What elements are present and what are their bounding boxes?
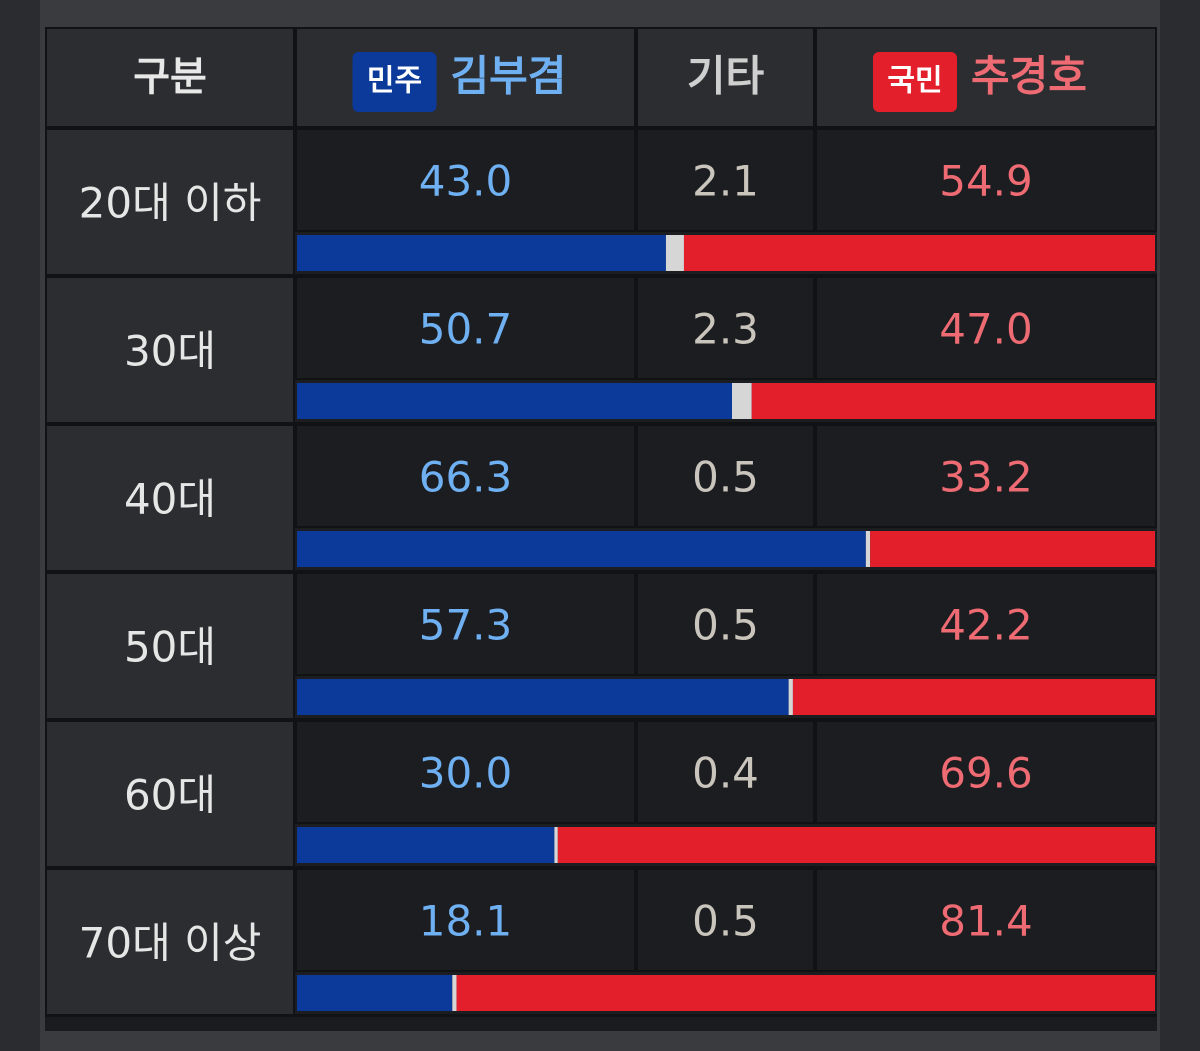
party-badge — [873, 52, 957, 112]
value-cell — [638, 870, 813, 970]
value-cell — [297, 870, 634, 970]
value-label: 57.3 — [419, 601, 513, 650]
value-label: 42.2 — [939, 601, 1033, 650]
value-cell — [638, 130, 813, 230]
value-cell — [817, 722, 1155, 822]
value-cell — [297, 278, 634, 378]
bar-segment — [788, 679, 793, 715]
row-label-cell — [47, 130, 293, 274]
bar-segment — [297, 679, 789, 715]
bar-segment — [297, 235, 666, 271]
bar-segment — [865, 531, 871, 567]
value-label: 54.9 — [939, 157, 1033, 206]
value-label: 33.2 — [939, 453, 1033, 502]
bar-segment — [751, 383, 1155, 419]
party-badge — [352, 52, 437, 112]
value-label: 81.4 — [939, 897, 1033, 946]
header-cell — [638, 29, 813, 126]
value-label: 0.5 — [692, 897, 759, 946]
row-label: 20대 이하 — [79, 179, 262, 228]
value-label: 2.1 — [692, 157, 759, 206]
bar-segment — [870, 531, 1155, 567]
row-label-cell — [47, 870, 293, 1014]
row-label: 50대 — [124, 623, 216, 672]
row-label-cell — [47, 426, 293, 570]
bar-segment — [297, 531, 866, 567]
bar-segment — [452, 975, 457, 1011]
value-cell — [817, 574, 1155, 674]
value-cell — [817, 130, 1155, 230]
bar-segment — [683, 235, 1155, 271]
value-cell — [817, 426, 1155, 526]
value-cell — [817, 870, 1155, 970]
value-cell — [638, 426, 813, 526]
table-foot — [45, 1017, 1157, 1031]
row-label: 70대 이상 — [79, 919, 262, 968]
bar-segment — [557, 827, 1155, 863]
row-label-cell — [47, 278, 293, 422]
value-cell — [638, 574, 813, 674]
header-cell — [47, 29, 293, 126]
legend-entry: 기타 — [687, 52, 765, 101]
party-label: 민주 — [367, 64, 422, 99]
row-label: 30대 — [124, 327, 216, 376]
value-label: 0.5 — [692, 453, 759, 502]
value-label: 69.6 — [939, 749, 1033, 798]
value-label: 18.1 — [419, 897, 513, 946]
value-label: 0.4 — [692, 749, 759, 798]
row-label: 60대 — [124, 771, 216, 820]
value-cell — [297, 130, 634, 230]
legend-entry: 추경호 — [971, 52, 1087, 101]
value-cell — [638, 278, 813, 378]
corner-label: 구분 — [133, 54, 207, 100]
value-cell — [297, 574, 634, 674]
value-label: 30.0 — [419, 749, 513, 798]
bar-segment — [665, 235, 684, 271]
bar-segment — [456, 975, 1155, 1011]
value-label: 0.5 — [692, 601, 759, 650]
bar-segment — [792, 679, 1155, 715]
bar-segment — [297, 975, 453, 1011]
bar-segment — [297, 383, 733, 419]
row-label-cell — [47, 574, 293, 718]
value-label: 50.7 — [419, 305, 513, 354]
value-label: 66.3 — [419, 453, 513, 502]
row-label-cell — [47, 722, 293, 866]
value-cell — [817, 278, 1155, 378]
value-label: 2.3 — [692, 305, 759, 354]
value-label: 47.0 — [939, 305, 1033, 354]
value-cell — [638, 722, 813, 822]
bar-segment — [732, 383, 752, 419]
bar-segment — [554, 827, 558, 863]
row-label: 40대 — [124, 475, 216, 524]
value-label: 43.0 — [419, 157, 513, 206]
bar-segment — [297, 827, 555, 863]
value-cell — [297, 426, 634, 526]
value-cell — [297, 722, 634, 822]
legend-entry: 김부겸 — [451, 52, 567, 101]
party-label: 국민 — [887, 64, 942, 99]
